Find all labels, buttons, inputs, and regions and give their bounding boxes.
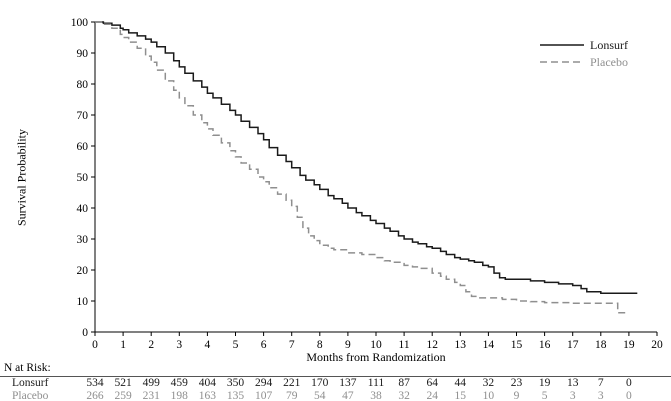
risk-row-name-placebo: Placebo xyxy=(12,389,49,401)
risk-value: 221 xyxy=(283,377,301,389)
risk-value: 9 xyxy=(513,389,520,401)
x-tick-label: 6 xyxy=(261,339,267,351)
risk-value: 24 xyxy=(426,389,438,401)
risk-value: 534 xyxy=(86,377,104,389)
curve-lonsurf xyxy=(95,21,638,295)
x-tick-label: 12 xyxy=(426,339,438,351)
x-tick-label: 3 xyxy=(176,339,182,351)
risk-value: 259 xyxy=(114,389,132,401)
x-tick-label: 4 xyxy=(205,339,211,351)
x-tick-label: 15 xyxy=(511,339,523,351)
risk-table-label: N at Risk: xyxy=(4,362,51,374)
risk-value: 231 xyxy=(142,389,160,401)
risk-value: 32 xyxy=(482,377,495,389)
risk-value: 23 xyxy=(510,377,523,389)
risk-value: 3 xyxy=(597,389,604,401)
x-tick-label: 14 xyxy=(483,339,495,351)
x-tick-label: 8 xyxy=(317,339,323,351)
y-tick-label: 40 xyxy=(77,203,89,215)
risk-value: 3 xyxy=(569,389,576,401)
y-tick-label: 100 xyxy=(71,17,89,29)
risk-table-divider xyxy=(0,376,671,377)
legend-label-lonsurf: Lonsurf xyxy=(590,38,628,52)
risk-value: 38 xyxy=(370,389,382,401)
risk-value: 5 xyxy=(541,389,548,401)
risk-value: 459 xyxy=(170,377,188,389)
y-axis-title: Survival Probability xyxy=(14,129,29,226)
x-tick-label: 9 xyxy=(345,339,351,351)
risk-value: 19 xyxy=(538,377,551,389)
y-tick-label: 70 xyxy=(77,110,89,122)
risk-value: 0 xyxy=(626,389,632,401)
y-tick-label: 10 xyxy=(77,296,89,308)
x-tick-label: 5 xyxy=(233,339,239,351)
risk-value: 47 xyxy=(342,389,354,401)
x-axis-title: Months from Randomization xyxy=(306,350,446,364)
y-tick-label: 90 xyxy=(77,48,89,60)
x-tick-label: 0 xyxy=(92,339,98,351)
x-tick-label: 19 xyxy=(623,339,635,351)
risk-value: 64 xyxy=(426,377,438,389)
risk-value: 198 xyxy=(170,389,188,401)
y-tick-label: 60 xyxy=(77,141,89,153)
x-tick-label: 20 xyxy=(651,339,663,351)
risk-value: 170 xyxy=(311,377,329,389)
y-tick-label: 0 xyxy=(82,327,88,339)
risk-value: 32 xyxy=(398,389,410,401)
risk-value: 111 xyxy=(367,377,385,389)
legend-label-placebo: Placebo xyxy=(590,55,628,69)
risk-value: 350 xyxy=(226,377,245,389)
y-tick-label: 50 xyxy=(77,172,89,184)
risk-value: 54 xyxy=(314,389,326,401)
y-tick-label: 20 xyxy=(77,265,89,277)
risk-value: 294 xyxy=(254,377,273,389)
risk-value: 0 xyxy=(626,377,632,389)
risk-row-name-lonsurf: Lonsurf xyxy=(12,377,49,389)
risk-value: 13 xyxy=(566,377,579,389)
risk-value: 163 xyxy=(198,389,217,401)
risk-value: 266 xyxy=(86,389,104,401)
x-tick-label: 10 xyxy=(370,339,382,351)
risk-value: 137 xyxy=(339,377,357,389)
x-tick-label: 18 xyxy=(595,339,607,351)
risk-value: 107 xyxy=(254,389,273,401)
risk-value: 521 xyxy=(114,377,132,389)
risk-value: 7 xyxy=(597,377,604,389)
y-tick-label: 30 xyxy=(77,234,89,246)
risk-value: 10 xyxy=(482,389,495,401)
risk-value: 135 xyxy=(226,389,245,401)
x-tick-label: 1 xyxy=(120,339,126,351)
risk-value: 44 xyxy=(454,377,467,389)
risk-value: 87 xyxy=(398,377,410,389)
y-tick-label: 80 xyxy=(77,79,89,91)
risk-value: 15 xyxy=(454,389,467,401)
risk-value: 79 xyxy=(285,389,298,401)
x-tick-label: 16 xyxy=(539,339,551,351)
risk-value: 499 xyxy=(142,377,160,389)
x-tick-label: 13 xyxy=(455,339,467,351)
x-tick-label: 7 xyxy=(289,339,295,351)
x-tick-label: 17 xyxy=(567,339,579,351)
risk-value: 404 xyxy=(198,377,217,389)
x-tick-label: 11 xyxy=(399,339,410,351)
x-tick-label: 2 xyxy=(148,339,154,351)
curve-placebo xyxy=(95,21,629,314)
